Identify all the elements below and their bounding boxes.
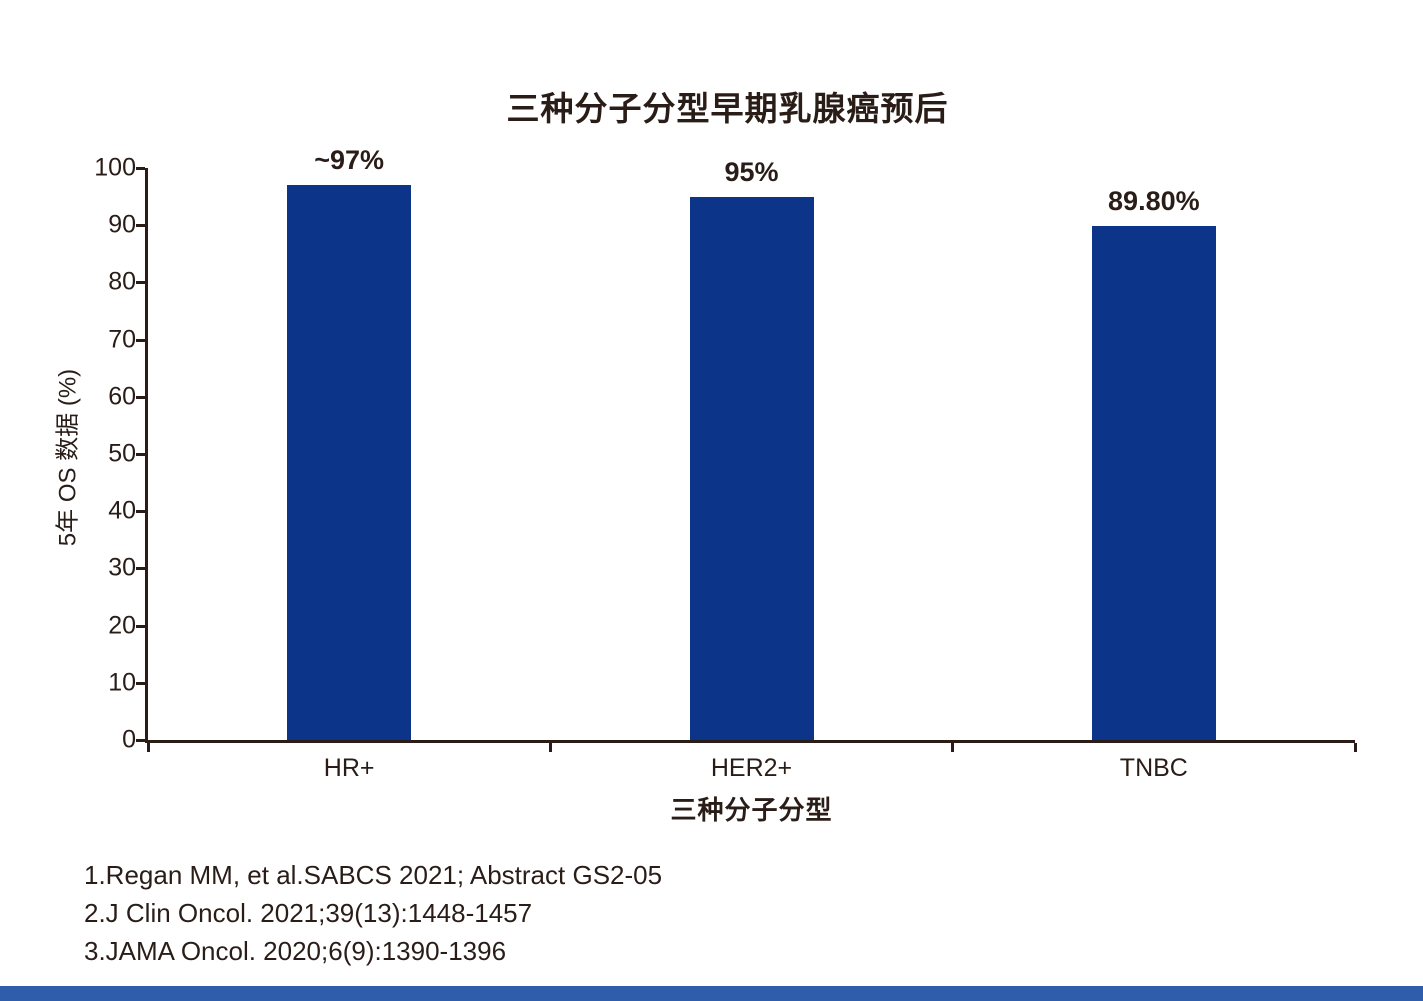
footnote-line: 3.JAMA Oncol. 2020;6(9):1390-1396 bbox=[84, 936, 507, 966]
bar bbox=[689, 196, 814, 740]
x-category-label: TNBC bbox=[1119, 754, 1188, 782]
y-tick bbox=[136, 624, 145, 628]
y-tick-label: 30 bbox=[108, 553, 136, 582]
y-tick bbox=[136, 338, 145, 342]
x-tick bbox=[951, 743, 955, 752]
chart-title: 三种分子分型早期乳腺癌预后 bbox=[506, 90, 949, 127]
footnotes: 1.Regan MM, et al.SABCS 2021; Abstract G… bbox=[84, 856, 662, 970]
bar bbox=[287, 185, 412, 740]
y-tick bbox=[136, 453, 145, 456]
y-tick bbox=[136, 167, 145, 170]
x-category-label: HER2+ bbox=[710, 754, 793, 782]
y-tick-label: 90 bbox=[108, 210, 136, 239]
y-axis-line bbox=[145, 168, 148, 743]
x-axis-title: 三种分子分型 bbox=[670, 795, 833, 825]
y-tick-label: 70 bbox=[108, 325, 136, 354]
bar bbox=[1091, 226, 1216, 740]
footnote-line: 1.Regan MM, et al.SABCS 2021; Abstract G… bbox=[84, 860, 663, 890]
x-category-label: HR+ bbox=[323, 754, 375, 782]
y-tick bbox=[136, 567, 145, 571]
y-tick-label: 40 bbox=[108, 496, 136, 525]
bar-value-label: 89.80% bbox=[1108, 186, 1200, 217]
x-tick bbox=[146, 743, 150, 752]
x-axis-line bbox=[145, 740, 1355, 743]
bar-value-label: 95% bbox=[724, 156, 779, 187]
y-tick-label: 50 bbox=[108, 439, 136, 468]
bar-value-label: ~97% bbox=[314, 145, 385, 176]
y-tick bbox=[136, 510, 145, 514]
y-tick-label: 80 bbox=[108, 267, 136, 296]
y-tick-label: 100 bbox=[94, 153, 136, 182]
y-tick-label: 0 bbox=[122, 725, 136, 754]
y-tick bbox=[136, 224, 145, 228]
x-tick bbox=[1353, 743, 1357, 752]
bottom-accent-bar bbox=[0, 986, 1423, 1001]
footnote-line: 2.J Clin Oncol. 2021;39(13):1448-1457 bbox=[84, 898, 533, 928]
plot-area: 0 10 20 30 40 50 60 70 80 90 100 ~97% HR+ 95% HER2+ 89.… bbox=[94, 145, 1357, 782]
y-tick-label: 60 bbox=[108, 382, 136, 411]
y-tick-label: 10 bbox=[108, 668, 136, 697]
y-tick bbox=[136, 681, 145, 685]
y-tick bbox=[136, 739, 145, 742]
y-tick bbox=[136, 281, 145, 285]
y-tick-label: 20 bbox=[108, 611, 136, 640]
x-tick bbox=[548, 743, 552, 752]
y-tick bbox=[136, 395, 145, 399]
